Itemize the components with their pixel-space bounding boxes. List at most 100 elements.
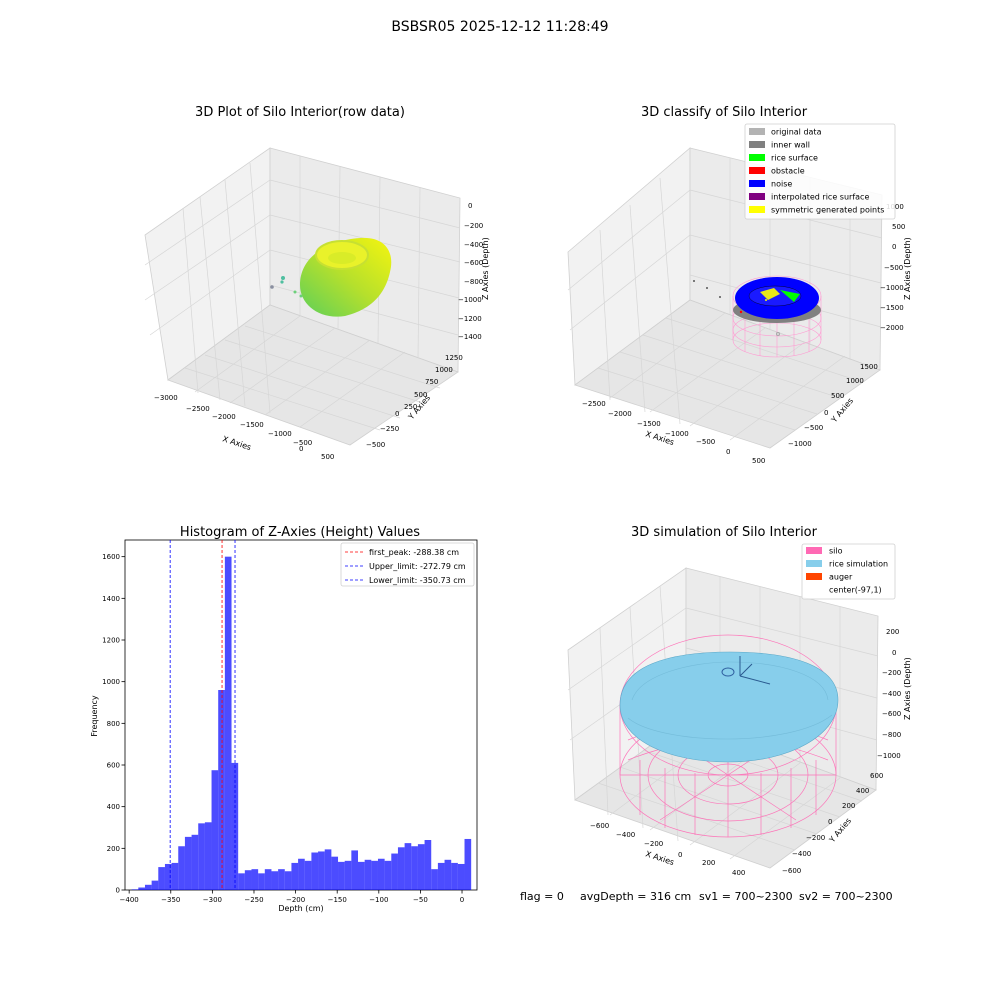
histogram-y-tick-label: 600 <box>107 762 120 770</box>
raw-y-tick: −250 <box>380 425 399 433</box>
figure-title: BSBSR05 2025-12-12 11:28:49 <box>391 19 608 35</box>
sim-y-tick: 600 <box>870 772 883 780</box>
sim-legend-swatch <box>806 547 822 554</box>
status-sv1: sv1 = 700~2300 <box>699 890 793 903</box>
sim-y-tick: 200 <box>842 802 855 810</box>
raw-x-label: X Axies <box>221 434 252 452</box>
classify-z-label: Z Axies (Depth) <box>903 237 912 300</box>
histogram-legend-label: Upper_limit: -272.79 cm <box>369 562 466 571</box>
classify-legend-label: original data <box>771 128 822 137</box>
status-avg-depth: avgDepth = 316 cm <box>580 890 691 903</box>
sim-pane-floor <box>574 719 877 869</box>
histogram-bar <box>291 862 299 890</box>
classify-legend: original data inner wall rice surface obsta… <box>744 123 896 220</box>
sim-z-tick: 200 <box>886 628 899 636</box>
classify-y-tick: −500 <box>804 424 823 432</box>
classify-legend-label: symmetric generated points <box>771 206 884 215</box>
sim-z-tick: −800 <box>882 731 901 739</box>
histogram-bar <box>258 873 265 890</box>
histogram-title: Histogram of Z-Axies (Height) Values <box>180 525 420 540</box>
raw-pane-floor <box>167 304 459 446</box>
status-flag: flag = 0 <box>520 890 564 903</box>
classify-z-tick: 500 <box>892 223 905 231</box>
classify-x-tick: 500 <box>752 457 765 465</box>
histogram-legend-label: first_peak: -288.38 cm <box>369 548 459 557</box>
panel-histogram: Histogram of Z-Axies (Height) Values −40… <box>90 525 478 913</box>
raw-x-tick: −1000 <box>268 430 292 438</box>
histogram-bar <box>391 853 398 890</box>
histogram-bar <box>211 770 219 890</box>
raw-z-tick: −1200 <box>458 315 482 323</box>
histogram-bar <box>437 862 445 890</box>
histogram-bar <box>417 844 425 890</box>
sim-z-tick: −400 <box>882 690 901 698</box>
histogram-bar <box>271 871 279 890</box>
sim-x-tick: −200 <box>644 840 663 848</box>
classify-legend-swatch <box>749 180 765 187</box>
histogram-y-tick-label: 1000 <box>102 678 120 686</box>
raw-y-tick: 750 <box>425 378 438 386</box>
sim-z-tick: −200 <box>882 669 901 677</box>
sim-y-tick: −200 <box>806 834 825 842</box>
panel-classify-3d: 3D classify of Silo Interior <box>567 105 912 465</box>
histogram-bar <box>331 856 339 890</box>
sim-z-tick: −1000 <box>877 752 901 760</box>
histogram-bar <box>364 859 372 890</box>
sim-legend-label: center(-97,1) <box>829 586 882 595</box>
status-line: flag = 0 avgDepth = 316 cm sv1 = 700~230… <box>520 890 893 903</box>
panel-simulation-3d: 3D simulation of Silo Interior <box>567 525 912 877</box>
histogram-y-tick-label: 800 <box>107 720 120 728</box>
histogram-bar <box>384 860 392 890</box>
raw-x-tick: 500 <box>321 453 334 461</box>
raw-x-tick: −1500 <box>240 421 264 429</box>
histogram-bar <box>371 860 378 890</box>
raw-z-tick: −1000 <box>458 296 482 304</box>
histogram-legend-label: Lower_limit: -350.73 cm <box>369 576 466 585</box>
raw-z-tick: −600 <box>464 259 483 267</box>
classify-x-tick: −500 <box>696 438 715 446</box>
histogram-y-label: Frequency <box>90 695 99 737</box>
sim-legend-label: silo <box>829 547 843 556</box>
histogram-legend: first_peak: -288.38 cm Upper_limit: -272.… <box>340 542 475 587</box>
histogram-bar <box>191 834 199 890</box>
classify-z-tick: −1500 <box>880 304 904 312</box>
histogram-bar <box>144 884 152 890</box>
raw-x-tick: −500 <box>293 439 312 447</box>
histogram-bar <box>151 880 159 890</box>
histogram-x-tick-label: 0 <box>460 896 464 904</box>
classify-pane-floor <box>574 299 881 449</box>
classify-legend-label: rice surface <box>771 154 818 163</box>
histogram-bar <box>284 871 292 890</box>
classify-z-tick: −1000 <box>880 284 904 292</box>
panel-raw-3d: 3D Plot of Silo Interior(row data) <box>144 105 490 461</box>
classify-legend-swatch <box>749 206 765 213</box>
raw-y-tick: 500 <box>414 391 427 399</box>
raw-z-tick: −400 <box>464 241 483 249</box>
sim-z-label: Z Axies (Depth) <box>903 657 912 720</box>
raw-x-tick: −3000 <box>154 394 178 402</box>
raw-z-tick: −1400 <box>458 333 482 341</box>
histogram-bar <box>138 887 145 890</box>
classify-y-tick: 500 <box>831 392 844 400</box>
sim-legend-swatch <box>806 560 822 567</box>
raw-z-label: Z Axies (Depth) <box>481 237 490 300</box>
histogram-bar <box>278 869 285 890</box>
raw-y-tick: −500 <box>366 441 385 449</box>
simulation-panel-title: 3D simulation of Silo Interior <box>631 525 818 540</box>
histogram-bar <box>358 861 365 890</box>
histogram-bar <box>344 860 352 890</box>
sim-legend-label: auger <box>829 573 853 582</box>
status-sv2: sv2 = 700~2300 <box>799 890 893 903</box>
sim-legend: silo rice simulation auger center(-97,1) <box>801 543 896 600</box>
classify-x-tick: −1500 <box>637 420 661 428</box>
sim-x-tick: 400 <box>732 869 745 877</box>
histogram-bar <box>164 863 172 890</box>
histogram-bar <box>264 869 272 890</box>
raw-z-tick: −200 <box>464 222 483 230</box>
histogram-y-tick-label: 1400 <box>102 595 120 603</box>
histogram-bar <box>457 863 465 890</box>
classify-x-tick: −2000 <box>608 410 632 418</box>
histogram-bar <box>424 840 432 890</box>
raw-point-cloud <box>270 237 392 317</box>
histogram-bar <box>171 862 179 890</box>
